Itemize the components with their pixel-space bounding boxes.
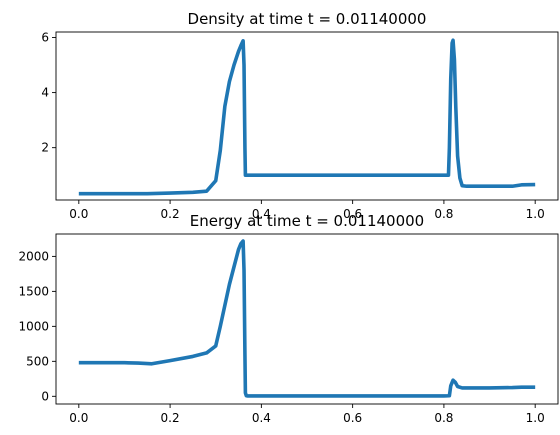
energy-xtick-label: 0.8 bbox=[434, 411, 453, 425]
energy-xtick-label: 0.0 bbox=[69, 411, 88, 425]
energy-ytick-label: 1500 bbox=[18, 284, 49, 298]
energy-xtick-label: 0.4 bbox=[252, 411, 271, 425]
density-subplot: Density at time t = 0.01140000 0.0 0.2 0.4… bbox=[41, 10, 559, 221]
energy-line bbox=[78, 239, 536, 398]
density-xtick-label: 0.8 bbox=[434, 207, 453, 221]
energy-title: Energy at time t = 0.01140000 bbox=[190, 212, 424, 230]
density-line bbox=[78, 38, 536, 196]
energy-xtick-label: 1.0 bbox=[526, 411, 545, 425]
energy-axes-frame bbox=[55, 233, 559, 405]
energy-ticks: 0.0 0.2 0.4 0.6 0.8 1.0 0 500 1000 1500 2000 bbox=[18, 249, 544, 425]
density-xtick-label: 0.6 bbox=[343, 207, 362, 221]
density-axes-frame bbox=[55, 31, 559, 201]
energy-subplot: Energy at time t = 0.01140000 0.0 0.2 0.4 0… bbox=[18, 212, 559, 425]
density-title: Density at time t = 0.01140000 bbox=[188, 10, 427, 28]
energy-ytick-label: 500 bbox=[26, 354, 49, 368]
energy-ytick-label: 2000 bbox=[18, 249, 49, 263]
energy-xtick-label: 0.6 bbox=[343, 411, 362, 425]
energy-ytick-label: 1000 bbox=[18, 319, 49, 333]
density-ticks: 0.0 0.2 0.4 0.6 0.8 1.0 2 4 6 bbox=[41, 31, 544, 221]
density-xtick-label: 1.0 bbox=[526, 207, 545, 221]
density-xtick-label: 0.2 bbox=[161, 207, 180, 221]
energy-xtick-label: 0.2 bbox=[161, 411, 180, 425]
density-ytick-label: 4 bbox=[41, 86, 49, 100]
energy-ytick-label: 0 bbox=[41, 389, 49, 403]
density-ytick-label: 2 bbox=[41, 141, 49, 155]
density-xtick-label: 0.0 bbox=[69, 207, 88, 221]
density-xtick-label: 0.4 bbox=[252, 207, 271, 221]
density-ytick-label: 6 bbox=[41, 31, 49, 45]
